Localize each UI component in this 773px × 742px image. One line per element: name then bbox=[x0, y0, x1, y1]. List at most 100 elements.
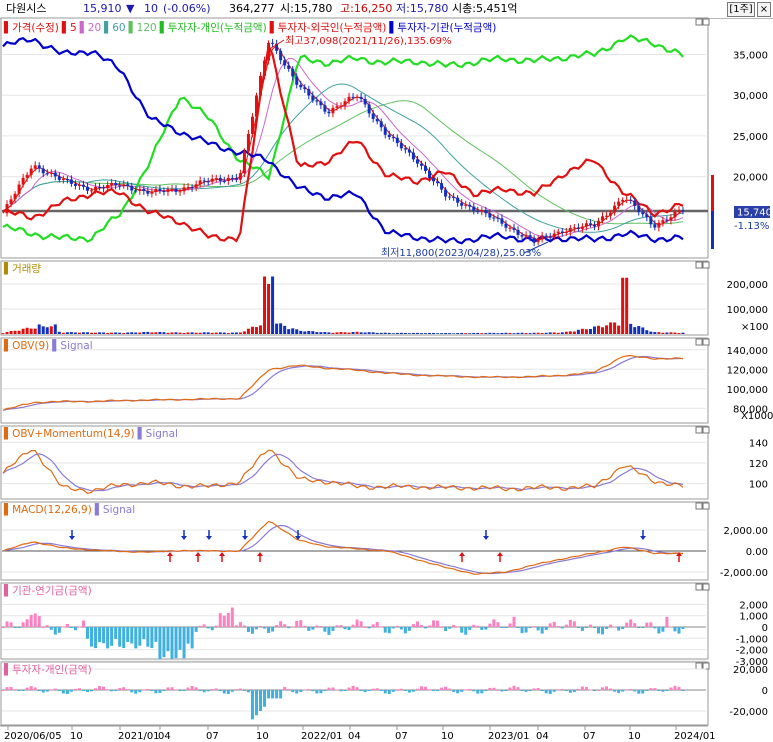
pension-bar bbox=[339, 625, 343, 627]
panel-min-icon[interactable] bbox=[695, 338, 703, 346]
individual-bar bbox=[556, 689, 560, 691]
individual-bar bbox=[138, 690, 142, 693]
macd-buy-arrowhead bbox=[497, 552, 503, 556]
pension-bar bbox=[1, 627, 5, 628]
pension-bar bbox=[629, 619, 633, 627]
candle-body bbox=[299, 84, 303, 88]
pension-bar bbox=[242, 625, 246, 627]
panel-close-icon[interactable] bbox=[702, 18, 710, 26]
volume-bar bbox=[81, 332, 85, 334]
candle-body bbox=[206, 181, 210, 183]
volume-bar bbox=[154, 332, 158, 334]
pension-bar bbox=[202, 624, 206, 627]
individual-bar bbox=[315, 690, 319, 694]
individual-axis-tick-label: -20,000 bbox=[729, 707, 768, 718]
individual-bar bbox=[25, 687, 29, 690]
candle-body bbox=[13, 193, 17, 200]
volume-bar bbox=[645, 330, 649, 334]
panel-close-icon[interactable] bbox=[702, 502, 710, 510]
individual-bar bbox=[295, 690, 299, 694]
candle-body bbox=[363, 98, 367, 105]
candle-body bbox=[307, 89, 311, 96]
legend-individual: ▌투자자-개인(금액) bbox=[3, 663, 92, 676]
panel-close-icon[interactable] bbox=[702, 338, 710, 346]
pension-bar bbox=[234, 625, 238, 627]
candle-body bbox=[331, 107, 335, 114]
individual-bar bbox=[303, 689, 307, 691]
individual-bar bbox=[440, 687, 444, 690]
pension-bar bbox=[45, 625, 49, 627]
volume-bar bbox=[669, 332, 673, 334]
panel-close-icon[interactable] bbox=[702, 662, 710, 670]
panel-close-icon[interactable] bbox=[702, 261, 710, 269]
volume-bar bbox=[556, 332, 560, 334]
candle-body bbox=[162, 191, 166, 193]
panel-min-icon[interactable] bbox=[695, 662, 703, 670]
volume-bar bbox=[355, 331, 359, 334]
volume-bar bbox=[311, 331, 315, 334]
individual-bar bbox=[130, 690, 134, 693]
individual-bar bbox=[588, 689, 592, 691]
candle-body bbox=[379, 121, 383, 128]
candle-body bbox=[524, 235, 528, 237]
panel-close-icon[interactable] bbox=[702, 426, 710, 434]
panel-close-icon[interactable] bbox=[702, 583, 710, 591]
pension-bar bbox=[291, 626, 295, 628]
candle-body bbox=[110, 182, 114, 185]
volume-bar bbox=[98, 332, 102, 334]
macd-buy-arrowhead bbox=[676, 552, 682, 556]
price-panel: 20,000 25,000 30,000 35,000 ▌가격(수정) ▌5 ▌20 ▌60… bbox=[0, 17, 772, 259]
individual-bar bbox=[633, 690, 637, 692]
volume-bar bbox=[222, 332, 226, 334]
stock-name[interactable]: 다원시스 bbox=[6, 2, 47, 15]
volume-bar bbox=[238, 332, 242, 334]
individual-bar bbox=[657, 690, 661, 691]
candle-body bbox=[415, 159, 419, 164]
individual-bar bbox=[331, 687, 335, 690]
individual-bar bbox=[17, 690, 21, 692]
individual-bar bbox=[102, 686, 106, 690]
pension-axis-tick-label: 2,000 bbox=[739, 600, 768, 611]
panel-min-icon[interactable] bbox=[695, 426, 703, 434]
individual-bar bbox=[37, 690, 41, 691]
individual-bar bbox=[206, 690, 210, 692]
candle-body bbox=[85, 186, 89, 191]
volume-bar bbox=[629, 323, 633, 334]
close-button[interactable]: × bbox=[757, 2, 771, 17]
volume-bar bbox=[609, 322, 613, 334]
candle-body bbox=[444, 189, 448, 197]
volume-bar bbox=[295, 329, 299, 334]
volume-bar bbox=[1, 333, 5, 334]
candle-body bbox=[9, 199, 13, 205]
candle-body bbox=[419, 163, 423, 166]
individual-bar bbox=[508, 687, 512, 690]
volume-bar bbox=[130, 332, 134, 334]
individual-bar bbox=[5, 687, 9, 690]
pension-bar bbox=[315, 625, 319, 627]
pension-axis-tick-label: -2,000 bbox=[736, 646, 768, 657]
macd-axis-tick-label: 2,000.00 bbox=[723, 526, 768, 537]
candle-body bbox=[214, 177, 218, 179]
candle-body bbox=[665, 220, 669, 222]
pension-bar bbox=[492, 619, 496, 627]
pension-bar bbox=[190, 627, 194, 649]
volume-bar bbox=[641, 327, 645, 334]
individual-bar bbox=[178, 690, 182, 692]
panel-min-icon[interactable] bbox=[695, 583, 703, 591]
volume-bar bbox=[343, 332, 347, 334]
panel-min-icon[interactable] bbox=[695, 18, 703, 26]
individual-bar bbox=[548, 690, 552, 694]
candle-body bbox=[601, 216, 605, 221]
volume-bar bbox=[621, 277, 625, 334]
pension-bar bbox=[118, 627, 122, 647]
panel-min-icon[interactable] bbox=[695, 502, 703, 510]
pension-bar bbox=[158, 627, 162, 660]
candle-body bbox=[90, 190, 94, 192]
pension-bar bbox=[584, 627, 588, 628]
individual-bar bbox=[106, 689, 110, 691]
pension-bar bbox=[90, 627, 94, 647]
period-button[interactable]: [1주] bbox=[727, 2, 755, 17]
pension-bar bbox=[677, 627, 681, 634]
panel-min-icon[interactable] bbox=[695, 261, 703, 269]
